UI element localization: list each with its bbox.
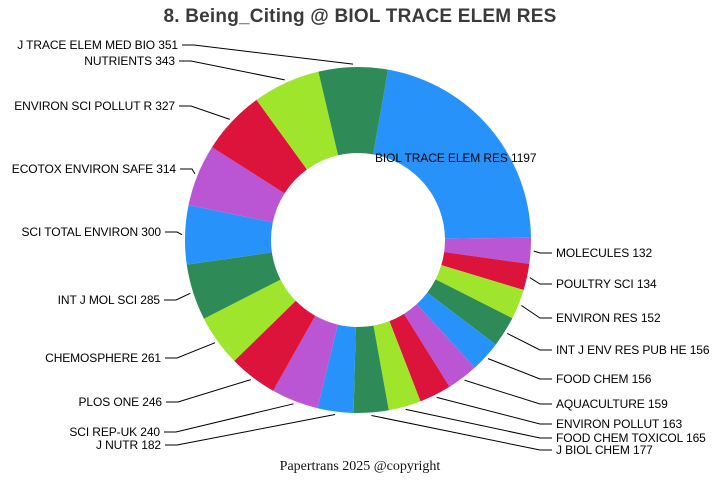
segment-label-int-j-env-res-pub-he: INT J ENV RES PUB HE 156 [556, 343, 710, 357]
segment-label-molecules: MOLECULES 132 [556, 246, 653, 260]
leader-line-j-nutr [165, 414, 336, 446]
segment-label-ecotox-environ-safe: ECOTOX ENVIRON SAFE 314 [11, 162, 176, 176]
leader-line-poultry-sci [529, 277, 552, 285]
wedge-nutrients [256, 71, 339, 170]
leader-line-environ-sci-pollut-r [179, 105, 230, 120]
wedge-j-nutr [317, 324, 356, 413]
wedge-sci-total-environ [185, 205, 273, 265]
wedge-biol-trace-elem-res [373, 69, 531, 239]
leader-line-ecotox-environ-safe [180, 168, 196, 175]
segment-label-plos-one: PLOS ONE 246 [78, 395, 162, 409]
segment-label-food-chem-toxicol: FOOD CHEM TOXICOL 165 [556, 431, 706, 445]
wedge-food-chem-toxicol [373, 321, 421, 411]
leader-line-environ-pollut [436, 396, 552, 425]
wedge-sci-rep-uk [273, 315, 338, 409]
segment-label-nutrients: NUTRIENTS 343 [84, 54, 175, 68]
segment-label-environ-res: ENVIRON RES 152 [556, 311, 661, 325]
leader-line-j-biol-chem [371, 415, 552, 451]
leader-line-aquaculture [464, 379, 552, 405]
leader-line-int-j-env-res-pub-he [506, 332, 552, 351]
wedge-j-trace-elem-med-bio [318, 67, 389, 156]
segment-label-biol-trace-elem-res: BIOL TRACE ELEM RES 1197 [375, 151, 537, 165]
segment-label-sci-total-environ: SCI TOTAL ENVIRON 300 [21, 225, 161, 239]
segment-label-sci-rep-uk: SCI REP-UK 240 [69, 425, 160, 439]
wedge-plos-one [234, 300, 316, 391]
segment-label-j-nutr: J NUTR 182 [95, 438, 161, 452]
leader-line-j-trace-elem-med-bio [182, 44, 354, 65]
leader-line-sci-rep-uk [164, 403, 294, 433]
segment-label-chemosphere: CHEMOSPHERE 261 [45, 351, 161, 365]
wedge-int-j-env-res-pub-he [427, 279, 513, 345]
leader-line-food-chem-toxicol [405, 408, 552, 439]
segment-label-environ-sci-pollut-r: ENVIRON SCI POLLUT R 327 [14, 99, 175, 113]
segment-label-j-trace-elem-med-bio: J TRACE ELEM MED BIO 351 [17, 38, 178, 52]
leader-line-nutrients [179, 60, 285, 81]
segment-label-environ-pollut: ENVIRON POLLUT 163 [556, 417, 683, 431]
segment-label-food-chem: FOOD CHEM 156 [556, 372, 652, 386]
segment-label-int-j-mol-sci: INT J MOL SCI 285 [57, 293, 160, 307]
segment-label-poultry-sci: POULTRY SCI 134 [556, 277, 657, 291]
leader-line-chemosphere [165, 342, 216, 359]
leader-line-food-chem [487, 358, 552, 380]
copyright-text: Papertrans 2025 @copyright [279, 459, 441, 474]
wedge-environ-pollut [389, 313, 450, 402]
segment-label-aquaculture: AQUACULTURE 159 [556, 397, 668, 411]
segment-label-j-biol-chem: J BIOL CHEM 177 [556, 443, 653, 457]
leader-line-molecules [533, 250, 552, 254]
wedge-environ-sci-pollut-r [211, 99, 307, 194]
leader-line-plos-one [166, 379, 251, 403]
wedge-molecules [444, 237, 531, 264]
wedge-food-chem [416, 292, 496, 368]
wedge-environ-res [435, 265, 524, 319]
leader-line-sci-total-environ [165, 231, 183, 236]
wedge-j-biol-chem [353, 325, 389, 413]
wedge-int-j-mol-sci [186, 252, 281, 319]
chart-title: 8. Being_Citing @ BIOL TRACE ELEM RES [163, 6, 557, 27]
leader-line-environ-res [521, 305, 552, 319]
wedge-aquaculture [404, 304, 475, 387]
wedge-ecotox-environ-safe [188, 147, 285, 223]
wedge-poultry-sci [441, 252, 530, 291]
wedge-chemosphere [203, 279, 296, 361]
leader-line-int-j-mol-sci [164, 292, 191, 301]
